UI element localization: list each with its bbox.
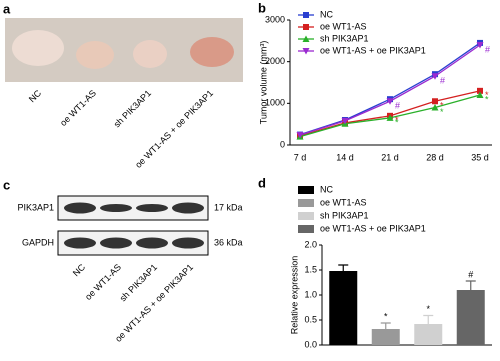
- annotation: *: [440, 107, 444, 117]
- tumor-photo: [5, 18, 243, 82]
- y-tick-label: 1.0: [304, 289, 317, 299]
- y-tick-label: 1000: [265, 98, 285, 108]
- lane-label: NC: [71, 262, 88, 279]
- annotation: *: [395, 117, 399, 127]
- point: [477, 87, 483, 94]
- band: [172, 237, 204, 249]
- legend-label: sh PIK3AP1: [320, 210, 369, 220]
- point: [431, 73, 439, 80]
- point: [303, 12, 309, 18]
- size-label: 17 kDa: [214, 202, 243, 212]
- lane-label: oe WT1-AS + oe PIK3AP1: [113, 262, 195, 344]
- legend-label: oe WT1-AS: [320, 21, 367, 31]
- photo-label: sh PIK3AP1: [112, 88, 153, 129]
- legend-swatch: [298, 225, 314, 233]
- annotation: #: [485, 44, 490, 54]
- legend-label: oe WT1-AS: [320, 197, 367, 207]
- point: [476, 42, 484, 49]
- band: [100, 237, 132, 249]
- x-tick-label: 21 d: [381, 152, 399, 162]
- point: [341, 117, 349, 125]
- legend-label: NC: [320, 184, 333, 194]
- band: [172, 202, 204, 214]
- annotation: #: [440, 76, 445, 86]
- error-bar: [465, 280, 476, 290]
- point: [431, 104, 439, 111]
- error-bar: [380, 322, 391, 329]
- panel-label: b: [258, 0, 266, 15]
- legend-swatch: [298, 199, 314, 207]
- y-axis-label: Tumor volume (mm³): [258, 41, 268, 125]
- row-label: GAPDH: [22, 237, 54, 247]
- annotation: #: [468, 269, 473, 279]
- x-tick-label: 14 d: [336, 152, 354, 162]
- y-tick-label: 2.0: [304, 239, 317, 249]
- annotation: *: [384, 311, 388, 321]
- legend-swatch: [298, 186, 314, 194]
- annotation: *: [485, 94, 489, 104]
- photo-label: oe WT1-AS: [58, 88, 98, 128]
- legend-swatch: [298, 212, 314, 220]
- point: [302, 35, 310, 42]
- point: [476, 91, 484, 98]
- y-tick-label: 0: [280, 139, 285, 149]
- legend-label: oe WT1-AS + oe PIK3AP1: [320, 45, 426, 55]
- y-tick-label: 2000: [265, 56, 285, 66]
- annotation: *: [395, 115, 399, 125]
- bar: [371, 329, 400, 345]
- annotation: *: [426, 304, 430, 314]
- annotation: *: [485, 90, 489, 100]
- panel-label: a: [3, 1, 11, 16]
- panel-label: c: [3, 177, 10, 192]
- band: [64, 202, 96, 214]
- band: [64, 237, 96, 249]
- bar: [329, 271, 358, 345]
- annotation: #: [395, 101, 400, 111]
- y-tick-label: 0.5: [304, 314, 317, 324]
- x-tick-label: 7 d: [294, 152, 307, 162]
- band: [100, 204, 132, 212]
- x-tick-label: 28 d: [426, 152, 444, 162]
- point: [432, 98, 438, 105]
- band: [136, 237, 168, 249]
- point: [386, 114, 394, 121]
- point: [296, 132, 304, 139]
- band: [136, 204, 168, 212]
- point: [303, 24, 309, 30]
- error-bar: [338, 264, 349, 271]
- y-tick-label: 1.5: [304, 264, 317, 274]
- photo-label: NC: [27, 88, 44, 105]
- legend-label: NC: [320, 9, 333, 19]
- legend-label: sh PIK3AP1: [320, 33, 369, 43]
- x-tick-label: 35 d: [471, 152, 489, 162]
- point: [302, 48, 310, 55]
- bar: [414, 324, 443, 345]
- bar: [456, 290, 485, 345]
- panel-label: d: [258, 175, 266, 190]
- legend-label: oe WT1-AS + oe PIK3AP1: [320, 223, 426, 233]
- y-tick-label: 0.0: [304, 339, 317, 349]
- point: [386, 98, 394, 105]
- size-label: 36 kDa: [214, 237, 243, 247]
- y-axis-label: Relative expression: [289, 256, 299, 335]
- series-line: [299, 44, 481, 136]
- y-tick-label: 3000: [265, 14, 285, 24]
- row-label: PIK3AP1: [17, 202, 54, 212]
- error-bar: [423, 314, 434, 324]
